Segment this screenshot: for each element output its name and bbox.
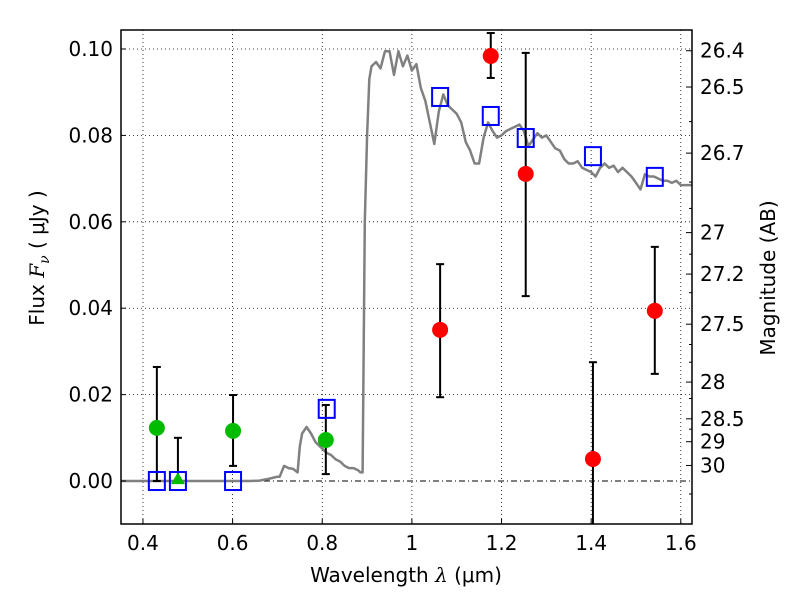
y-tick-label: 0.04 (68, 296, 113, 320)
model-band-square (481, 105, 500, 126)
model-band-square (317, 398, 336, 419)
y2-tick-label: 26.4 (700, 39, 745, 63)
x-tick-label: 1.2 (486, 531, 518, 555)
grid (121, 30, 692, 524)
model-band-square (645, 166, 664, 187)
y-tick-label: 0.00 (68, 469, 113, 493)
x-tick-label: 0.4 (127, 531, 159, 555)
y-tick-label: 0.06 (68, 210, 113, 234)
y2-tick-label: 28 (700, 370, 725, 394)
y-axis-label-unit: ( μJy ) (25, 190, 49, 255)
green-data-point (225, 422, 242, 439)
y2-tick-label: 29 (700, 430, 725, 454)
y2-tick-label: 28.5 (700, 407, 745, 431)
green-triangle-point (170, 472, 185, 485)
red-data-point (482, 47, 499, 64)
y2-axis-label: Magnitude (AB) (756, 200, 780, 355)
model-spectrum-line (121, 49, 692, 483)
x-axis-label-text: Wavelength (310, 563, 435, 587)
x-axis-label-unit: (μm) (448, 563, 502, 587)
model-band-square (583, 146, 602, 167)
model-band-square (224, 471, 243, 492)
y-tick-label: 0.10 (68, 37, 113, 61)
y2-tick-label: 26.5 (700, 75, 745, 99)
y2-tick-label: 27.2 (700, 262, 745, 286)
y-axis-label-text: Flux (25, 278, 49, 326)
red-data-point (584, 450, 601, 467)
x-tick-label: 1.4 (575, 531, 607, 555)
axis-ticks: 0.4 0.6 0.8 1 1.2 1.4 1.6 0.00 0.02 0.04 0.06 0.08 0… (68, 37, 744, 555)
y-axis-label-subscript: ν (37, 255, 53, 264)
axes-frame (120, 29, 693, 525)
y-tick-label: 0.02 (68, 383, 113, 407)
x-tick-label: 1.6 (665, 531, 697, 555)
green-data-point (317, 431, 334, 448)
y2-tick-label: 26.7 (700, 141, 745, 165)
red-data-point (432, 321, 449, 338)
y2-tick-label: 30 (700, 453, 725, 477)
model-band-square (147, 471, 166, 492)
y-tick-label: 0.08 (68, 123, 113, 147)
model-band-square (431, 86, 450, 107)
y-axis-label: Flux Fν ( μJy ) (25, 190, 53, 325)
model-band-square (168, 471, 187, 492)
y-axis-label-symbol: F (25, 263, 49, 279)
red-data-point (646, 302, 663, 319)
red-data-point (517, 165, 534, 182)
x-axis-label-lambda: λ (434, 563, 448, 587)
model-band-square (516, 128, 535, 149)
green-data-point (148, 419, 165, 436)
x-axis-label: Wavelength λ (μm) (310, 563, 502, 587)
y2-tick-label: 27 (700, 221, 725, 245)
plot-area (121, 32, 692, 524)
x-tick-label: 1 (406, 531, 419, 555)
x-tick-label: 0.8 (306, 531, 338, 555)
x-tick-label: 0.6 (217, 531, 249, 555)
y2-tick-label: 27.5 (700, 312, 745, 336)
